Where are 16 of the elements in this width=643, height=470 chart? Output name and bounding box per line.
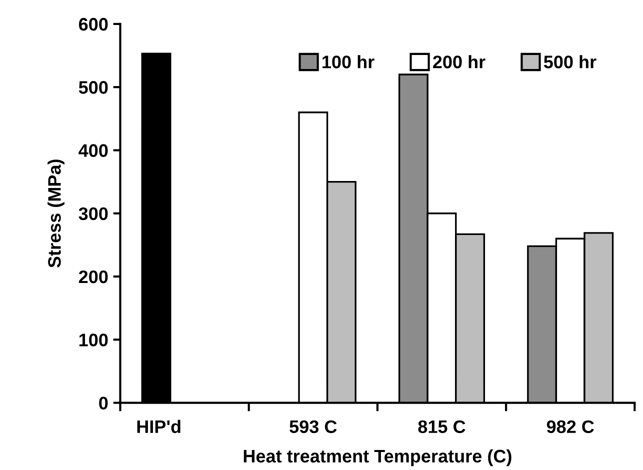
legend-label: 100 hr [322,55,374,68]
x-tick-label: 982 C [546,420,594,434]
y-tick-label: 100 [79,334,108,346]
x-tick-label: 593 C [290,420,337,434]
y-tick-label: 0 [99,396,108,410]
y-axis-title: Stress (MPa) [48,160,64,268]
x-axis-title: Heat treatment Temperature (C) [244,449,512,466]
y-tick-label: 500 [78,81,108,94]
x-tick-label: 815 C [418,420,466,434]
x-tick-label: HIP'd [137,420,180,434]
legend-label: 200 hr [433,55,486,68]
y-tick-label: 600 [78,18,108,31]
y-tick-label: 200 [78,270,108,284]
legend-label: 500 hr [544,55,596,68]
y-tick-label: 300 [78,207,108,220]
y-tick-label: 400 [78,144,108,157]
